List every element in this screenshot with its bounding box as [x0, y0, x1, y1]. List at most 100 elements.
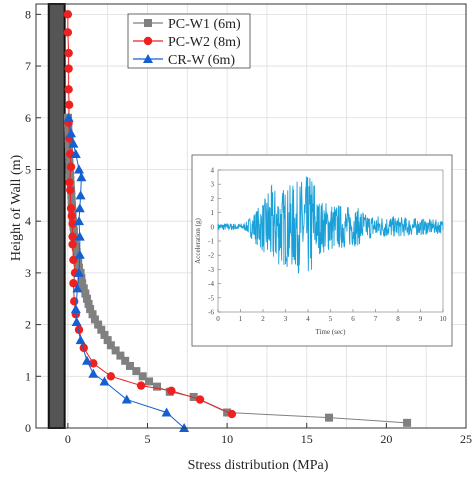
data-point-square: [77, 274, 86, 283]
data-point-circle: [66, 162, 76, 172]
series-line: [68, 117, 185, 429]
data-point-triangle: [70, 148, 81, 158]
plot-frame: [35, 3, 467, 429]
data-point-square: [153, 382, 162, 391]
data-point-circle: [136, 381, 146, 390]
inset-y-tick-label: -4: [208, 280, 214, 288]
series-2: [63, 112, 190, 432]
data-point-square: [90, 315, 99, 324]
inset-y-tick-label: 1: [211, 209, 215, 217]
x-tick-label: 0: [65, 432, 71, 446]
data-point-square: [84, 299, 93, 308]
data-point-square: [67, 196, 76, 205]
data-point-circle: [106, 372, 116, 381]
data-point-square: [145, 377, 154, 386]
data-point-circle: [63, 28, 73, 37]
data-point-circle: [65, 178, 74, 187]
data-point-square: [223, 408, 232, 417]
data-point-square: [72, 248, 81, 257]
data-point-triangle: [68, 138, 79, 148]
legend-label: PC-W2 (8m): [168, 35, 241, 50]
inset-y-tick-label: -6: [208, 309, 214, 317]
data-point-circle: [89, 359, 98, 368]
data-point-square: [86, 305, 95, 314]
data-point-square: [67, 191, 76, 200]
y-tick-label: 3: [25, 266, 31, 280]
data-point-square: [64, 124, 73, 133]
inset-x-tick-label: 3: [284, 315, 288, 323]
data-point-square: [94, 320, 103, 329]
y-tick-label: 6: [25, 111, 31, 125]
x-tick-label: 15: [301, 432, 313, 446]
data-point-square: [116, 351, 125, 360]
x-tick-label: 25: [460, 432, 472, 446]
data-point-square: [121, 356, 130, 365]
data-point-square: [189, 392, 198, 401]
x-tick-label: 5: [144, 432, 150, 446]
y-tick-label: 4: [25, 214, 31, 228]
data-point-square: [100, 330, 109, 339]
data-point-square: [79, 284, 88, 293]
data-point-triangle: [74, 267, 84, 277]
data-point-square: [78, 279, 87, 288]
data-point-square: [106, 341, 115, 350]
data-point-square: [82, 294, 91, 303]
series-layer: [63, 10, 412, 432]
data-point-circle: [63, 10, 73, 19]
legend-marker-circle: [143, 36, 153, 46]
x-tick-label: 10: [221, 432, 233, 446]
inset-y-tick-label: -1: [208, 238, 214, 246]
inset-x-tick-label: 6: [351, 315, 355, 323]
inset-x-tick-label: 10: [440, 315, 448, 323]
inset-y-tick-label: 4: [211, 167, 215, 175]
data-point-circle: [64, 100, 74, 110]
y-tick-label: 7: [25, 59, 31, 73]
legend-label: CR-W (6m): [168, 53, 235, 68]
data-point-square: [81, 289, 90, 298]
data-point-square: [74, 258, 83, 267]
inset-x-tick-label: 0: [216, 315, 220, 323]
data-point-circle: [74, 325, 84, 334]
inset-x-tick-label: 4: [306, 315, 310, 323]
wall-column: [47, 3, 66, 429]
data-point-triangle: [75, 190, 86, 200]
inset-y-tick-label: 2: [211, 195, 215, 203]
inset-x-tick-label: 5: [329, 315, 333, 323]
legend: PC-W1 (6m) PC-W2 (8m) CR-W (6m): [127, 13, 251, 69]
legend-label: PC-W1 (6m): [168, 17, 241, 32]
data-point-square: [65, 155, 74, 164]
inset-y-tick-label: -5: [208, 294, 214, 302]
y-tick-label: 8: [25, 7, 31, 21]
data-point-square: [64, 139, 73, 148]
x-tick-label: 20: [380, 432, 392, 446]
data-point-triangle: [99, 376, 110, 386]
inset-x-tick-label: 2: [261, 315, 265, 323]
data-point-triangle: [161, 407, 172, 417]
wall-column-layer: [47, 3, 66, 429]
x-axis-title: Stress distribution (MPa): [188, 458, 329, 473]
data-point-triangle: [72, 283, 83, 293]
data-point-square: [325, 413, 334, 422]
inset-x-tick-label: 1: [239, 315, 243, 323]
data-point-circle: [195, 395, 205, 404]
data-point-circle: [227, 409, 237, 419]
data-point-triangle: [70, 304, 81, 314]
inset-y-axis-title: Acceleration (g): [194, 217, 202, 263]
data-point-triangle: [81, 355, 92, 365]
data-point-triangle: [121, 394, 132, 404]
data-point-square: [111, 346, 120, 355]
data-point-circle: [79, 343, 88, 353]
data-point-triangle: [74, 249, 85, 259]
data-point-triangle: [76, 172, 87, 182]
data-point-square: [403, 418, 412, 427]
y-tick-label: 0: [25, 421, 31, 435]
y-tick-label: 1: [25, 369, 31, 383]
inset-acceleration-trace: [217, 176, 444, 274]
inset-y-tick-label: -3: [208, 266, 214, 274]
inset-frame: [191, 154, 453, 347]
data-point-square: [132, 367, 141, 376]
inset-x-tick-label: 9: [419, 315, 423, 323]
data-point-circle: [64, 48, 73, 58]
